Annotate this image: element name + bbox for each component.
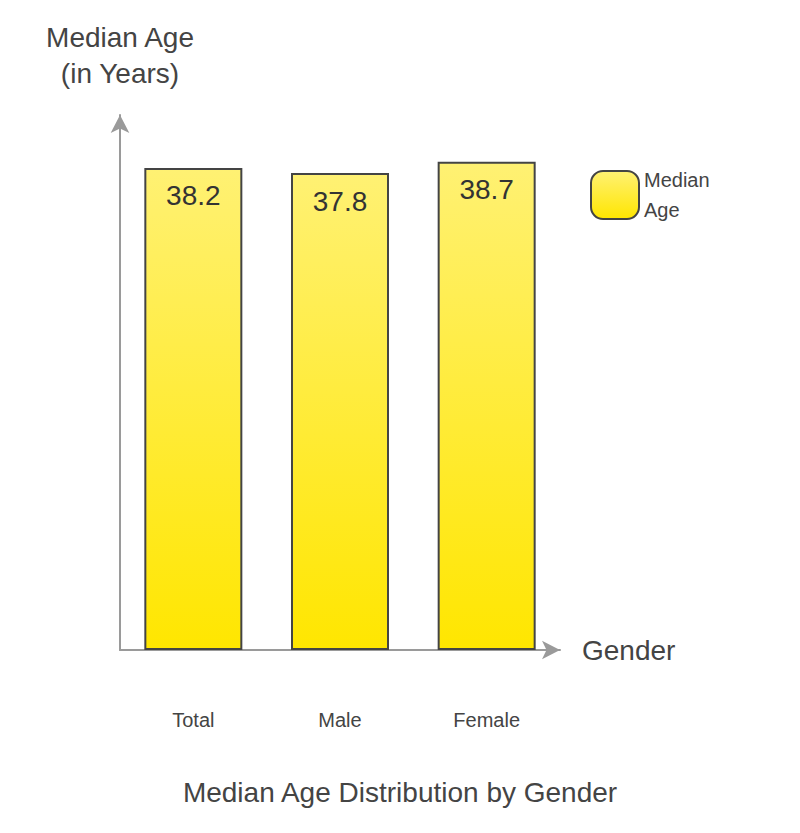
svg-text:Female: Female <box>453 709 520 731</box>
svg-text:38.2: 38.2 <box>166 180 221 211</box>
svg-text:38.7: 38.7 <box>459 174 514 205</box>
svg-text:(in Years): (in Years) <box>61 58 179 89</box>
svg-text:Median Age Distribution by Gen: Median Age Distribution by Gender <box>183 777 617 808</box>
svg-text:Median: Median <box>644 169 715 191</box>
svg-text:Male: Male <box>318 709 361 731</box>
svg-text:37.8: 37.8 <box>313 186 368 217</box>
svg-text:Gender: Gender <box>582 635 675 666</box>
svg-text:Age: Age <box>644 199 680 221</box>
svg-text:Median Age: Median Age <box>46 22 194 53</box>
svg-text:Total: Total <box>172 709 214 731</box>
